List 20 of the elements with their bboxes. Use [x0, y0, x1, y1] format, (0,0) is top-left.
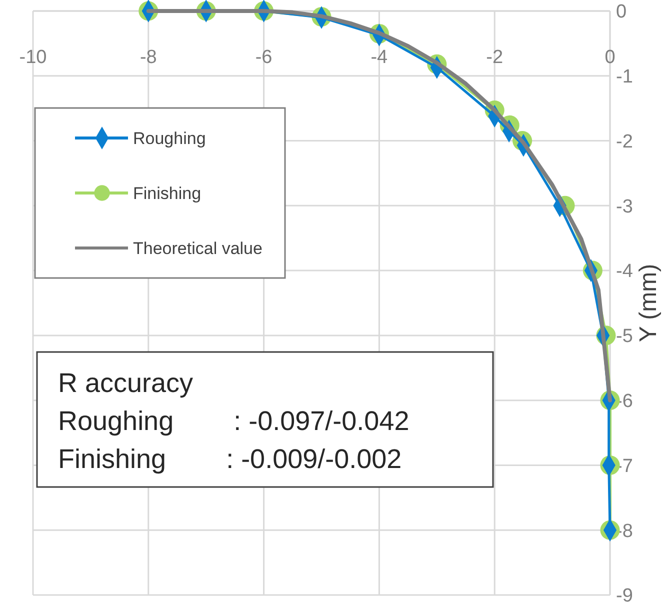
x-tick-label: -4 — [370, 47, 388, 68]
y-tick-label: -3 — [616, 196, 633, 218]
note-box: R accuracy Roughing : -0.097/-0.042 Finishing : -0.009/-0.002 — [36, 351, 494, 488]
x-tick-label: -2 — [486, 47, 504, 68]
x-tick-label: -6 — [255, 47, 272, 68]
y-tick-label: -5 — [616, 326, 633, 348]
annotation: Finishing : -0.009/-0.002 — [58, 444, 402, 474]
y-tick-label: -4 — [616, 261, 634, 282]
legend-label: Finishing — [133, 184, 202, 203]
y-axis-title: Y (mm) — [635, 264, 662, 342]
legend-label: Theoretical value — [133, 238, 262, 258]
annotation: R accuracy — [58, 368, 194, 398]
x-tick-label: -8 — [140, 47, 157, 68]
y-tick-label: 0 — [616, 2, 627, 23]
x-tick-label: -10 — [19, 47, 47, 68]
y-tick-label: -2 — [616, 131, 633, 152]
y-tick-label: -9 — [616, 586, 633, 605]
y-tick-label: -1 — [616, 66, 633, 88]
legend-label: Roughing — [133, 128, 206, 148]
annotation: Roughing : -0.097/-0.042 — [58, 406, 410, 436]
